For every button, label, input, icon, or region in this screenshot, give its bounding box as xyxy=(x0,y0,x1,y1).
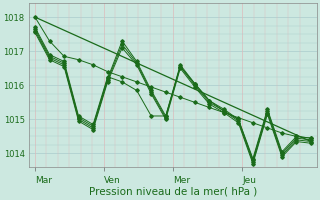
X-axis label: Pression niveau de la mer( hPa ): Pression niveau de la mer( hPa ) xyxy=(89,187,257,197)
